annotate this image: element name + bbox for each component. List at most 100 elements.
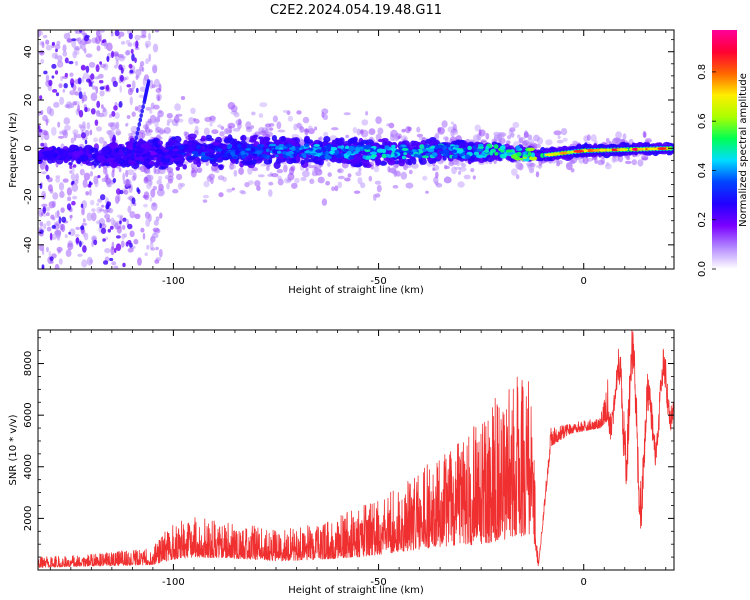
heatmap-cell	[346, 150, 352, 156]
heatmap-cell	[121, 224, 126, 230]
heatmap-cell	[201, 155, 209, 160]
heatmap-cell	[376, 184, 382, 193]
heatmap-cell	[182, 164, 187, 170]
heatmap-cell	[657, 147, 666, 151]
heatmap-cell	[112, 51, 119, 57]
heatmap-cell	[106, 42, 113, 52]
heatmap-cell	[96, 154, 106, 162]
heatmap-cell	[368, 175, 373, 182]
heatmap-cell	[51, 126, 57, 136]
heatmap-cell	[68, 162, 73, 166]
heatmap-cell	[122, 217, 127, 222]
heatmap-cell	[39, 95, 43, 100]
snr-frame	[37, 329, 675, 571]
heatmap-cell	[129, 159, 135, 166]
heatmap-cell	[390, 153, 395, 158]
heatmap-cell	[70, 182, 74, 186]
heatmap-cell	[85, 65, 90, 74]
heatmap-cell	[66, 187, 72, 196]
heatmap-cell	[69, 228, 76, 236]
heatmap-cell	[70, 137, 75, 144]
heatmap-cell	[209, 154, 216, 159]
heatmap-cell	[331, 186, 335, 192]
heatmap-cell	[54, 263, 60, 269]
heatmap-cell	[142, 194, 149, 199]
heatmap-cell	[87, 153, 93, 158]
heatmap-cell	[115, 131, 122, 135]
heatmap-cell	[381, 153, 387, 159]
heatmap-cell	[150, 247, 156, 251]
heatmap-cell	[46, 220, 51, 227]
heatmap-cell	[121, 41, 126, 45]
heatmap-cell	[46, 226, 52, 232]
heatmap-cell	[451, 149, 457, 154]
heatmap-cell	[76, 37, 79, 42]
y-tick-label: 20	[23, 94, 34, 107]
heatmap-cell	[135, 68, 142, 77]
heatmap-cell	[248, 150, 253, 155]
heatmap-cell	[223, 137, 232, 144]
heatmap-cell	[151, 84, 156, 89]
heatmap-cell	[375, 159, 381, 166]
heatmap-cell	[85, 161, 95, 166]
heatmap-cell	[231, 187, 235, 191]
y-tick-label: 4000	[23, 454, 34, 479]
heatmap-cell	[247, 180, 254, 186]
heatmap-cell	[521, 136, 526, 140]
snr-x-axis-label: Height of straight line (km)	[288, 585, 424, 596]
heatmap-cell	[369, 147, 374, 152]
heatmap-cell	[272, 149, 278, 154]
colorbar-gradient	[712, 30, 737, 269]
heatmap-cell	[62, 88, 66, 93]
heatmap-cell	[416, 133, 423, 138]
heatmap-cell	[407, 126, 412, 132]
heatmap-cell	[280, 135, 287, 142]
heatmap-cell	[166, 113, 173, 119]
heatmap-cell	[605, 137, 610, 144]
heatmap-cell	[257, 157, 263, 162]
heatmap-cell	[223, 128, 229, 135]
heatmap-cell	[89, 171, 94, 177]
heatmap-cell	[464, 154, 471, 159]
heatmap-cell	[277, 178, 284, 186]
heatmap-cell	[457, 181, 465, 188]
heatmap-cell	[304, 150, 311, 154]
heatmap-cell	[55, 92, 60, 97]
heatmap-cell	[136, 187, 140, 193]
heatmap-cell	[144, 176, 148, 182]
heatmap-cell	[212, 141, 221, 146]
heatmap-cell	[101, 40, 105, 44]
heatmap-cell	[586, 134, 591, 142]
heatmap-cell	[392, 135, 400, 142]
heatmap-cell	[344, 177, 351, 182]
heatmap-cell	[183, 149, 189, 153]
heatmap-cell	[180, 96, 186, 100]
heatmap-cell	[167, 150, 174, 156]
heatmap-cell	[90, 73, 95, 80]
heatmap-cell	[516, 151, 522, 157]
heatmap-cell	[89, 259, 93, 264]
heatmap-cell	[361, 159, 370, 167]
heatmap-cell	[112, 178, 117, 183]
heatmap-cell	[122, 262, 126, 268]
heatmap-cell	[271, 135, 277, 142]
heatmap-cell	[301, 152, 307, 158]
heatmap-cell	[154, 228, 161, 234]
heatmap-cell	[100, 63, 107, 68]
heatmap-cell	[74, 91, 79, 96]
colorbar-label: Normalized spectral amplitude	[738, 73, 749, 227]
heatmap-cell	[83, 91, 86, 97]
heatmap-cell	[422, 155, 429, 159]
heatmap-cell	[452, 123, 457, 131]
heatmap-cell	[116, 214, 124, 218]
heatmap-cell	[314, 126, 318, 131]
heatmap-cell	[145, 107, 152, 111]
heatmap-cell	[106, 55, 110, 63]
heatmap-cell	[146, 174, 154, 181]
heatmap-cell	[217, 164, 223, 169]
heatmap-cell	[353, 151, 359, 155]
heatmap-cell	[62, 51, 68, 57]
heatmap-cell	[472, 175, 476, 180]
heatmap-cell	[275, 145, 279, 150]
heatmap-cell	[87, 184, 92, 188]
